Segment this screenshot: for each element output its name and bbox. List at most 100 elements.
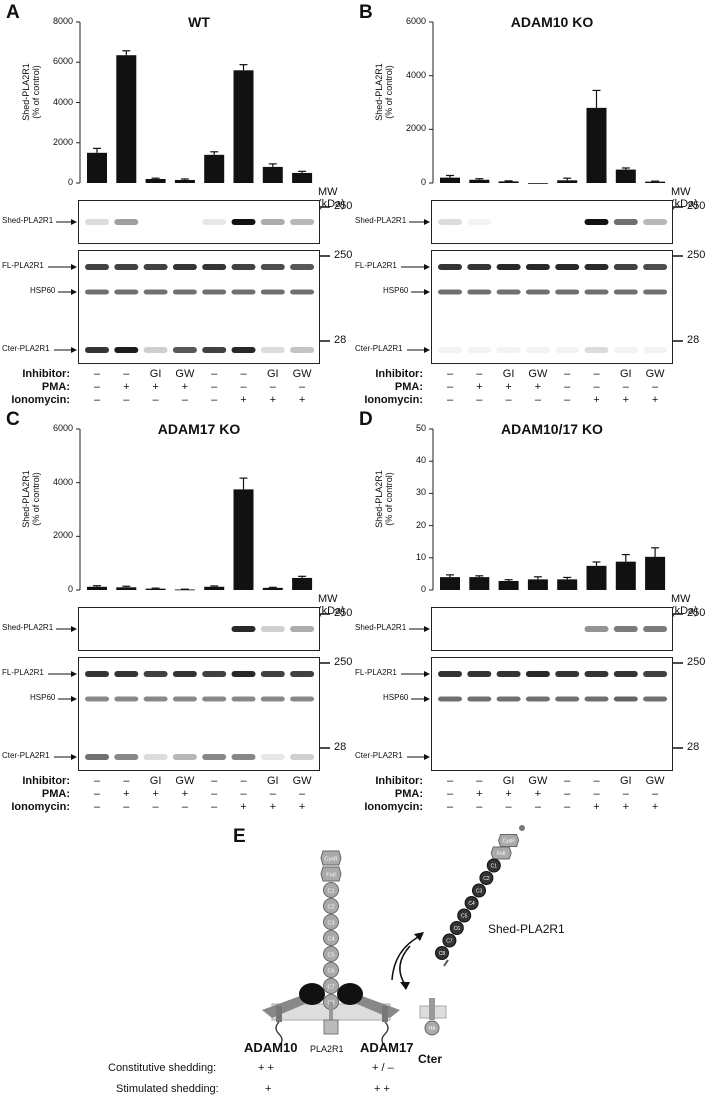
treatment-cell: – [564,775,571,787]
band-shed [438,219,462,225]
bar-chart [76,21,313,184]
shed-domain-label: C5 [461,914,468,920]
bar [174,179,195,183]
blot-arrow-head [424,754,430,760]
blot-label-hsp: HSP60 [383,286,409,295]
blot-shed [78,607,320,651]
bar [116,55,137,183]
bar [262,166,283,183]
adam10-tail [275,1021,283,1047]
domain-label: FnII [326,873,336,879]
band-hsp [114,289,139,295]
treatment-label: Inhibitor: [22,775,70,787]
blot-label-fl: FL-PLA2R1 [355,261,397,270]
band-hsp [143,696,168,702]
treatment-cell: – [476,775,483,787]
band-cter [260,754,285,760]
band-hsp [496,696,521,702]
blot-label-shed: Shed-PLA2R1 [2,216,54,225]
blot-arrow-head [424,626,430,632]
blot-arrow-head [424,289,430,295]
panel-b: B ADAM10 KO Shed-PLA2R1 (% of control) 6000 4… [353,0,706,410]
band-cter [202,347,227,353]
mw-marker-label: 28 [687,741,700,753]
blot-label-cter: Cter-PLA2R1 [2,751,50,760]
treatment-cell: – [446,775,454,787]
ha-tag-label: HA [429,1026,437,1032]
band-shed [467,219,492,225]
band-hsp [467,289,492,295]
band-shed [260,626,285,632]
treatment-cell: – [622,381,629,393]
band-fl [555,264,580,270]
band-shed [613,219,638,225]
band-shed [202,219,227,225]
cter-tm [429,998,435,1020]
band-hsp [525,289,550,295]
treatment-cell: – [152,394,159,406]
mw-marker-label: 250 [334,200,353,212]
treatment-cell: – [593,381,600,393]
band-hsp [555,696,580,702]
y-tick-label: 4000 [52,96,73,107]
band-fl [643,671,668,677]
y-tick-label: 4000 [52,476,73,487]
mw-marker-label: 28 [334,741,347,753]
bar [440,577,460,590]
panel-label: B [359,2,373,23]
blot-label-shed: Shed-PLA2R1 [355,623,407,632]
treatment-label: PMA: [394,381,423,393]
y-tick-label: 6000 [405,16,426,26]
band-cter [290,754,315,760]
treatment-cell: GI [502,775,515,787]
band-shed [643,219,668,225]
band-cter [143,347,168,353]
adam17-constitutive-value: + / – [372,1062,394,1074]
mw-marker-label: 250 [334,656,353,668]
band-cter [496,347,521,353]
bar [116,587,137,590]
treatment-cell: – [564,368,571,380]
domain-label: C6 [327,969,334,975]
band-cter [438,347,462,353]
band-fl [260,264,285,270]
blot-arrow-head [71,754,77,760]
domain-c5 [323,946,339,962]
domain-cysr [320,850,342,866]
band-fl [85,264,109,270]
band-hsp [143,289,168,295]
band-hsp [643,696,668,702]
blot-arrow-head [71,264,77,270]
shed-domain-cysr [498,834,520,847]
treatment-cell: – [446,801,454,813]
blot-label-cter: Cter-PLA2R1 [2,344,50,353]
bar-chart [429,21,666,184]
blot-bands [401,613,683,760]
treatment-cell: – [211,381,218,393]
band-fl [114,671,139,677]
cytoplasmic-tail [323,1019,339,1035]
band-cter [231,347,256,353]
bar [469,577,490,590]
ha-tag [424,1020,440,1036]
treatment-cell: – [299,788,306,800]
treatment-cell: GI [619,368,632,380]
blot-arrow-head [424,347,430,353]
band-cter [260,347,285,353]
bar [233,70,254,183]
blot-arrow-head [424,219,430,225]
treatment-cell: + [123,788,130,800]
treatment-cell: + [476,381,483,393]
band-fl [496,264,521,270]
adam17-stimulated-value: + + [374,1083,390,1095]
band-shed [231,219,256,225]
domain-label: C4 [327,937,334,943]
blot-arrow-head [424,696,430,702]
bar [615,169,636,183]
blot-label-hsp: HSP60 [30,286,56,295]
bar [527,579,548,590]
treatment-cell: GW [645,775,665,787]
domain-fnii [320,866,342,882]
treatment-cell: + [505,381,512,393]
treatment-cell: – [152,801,159,813]
